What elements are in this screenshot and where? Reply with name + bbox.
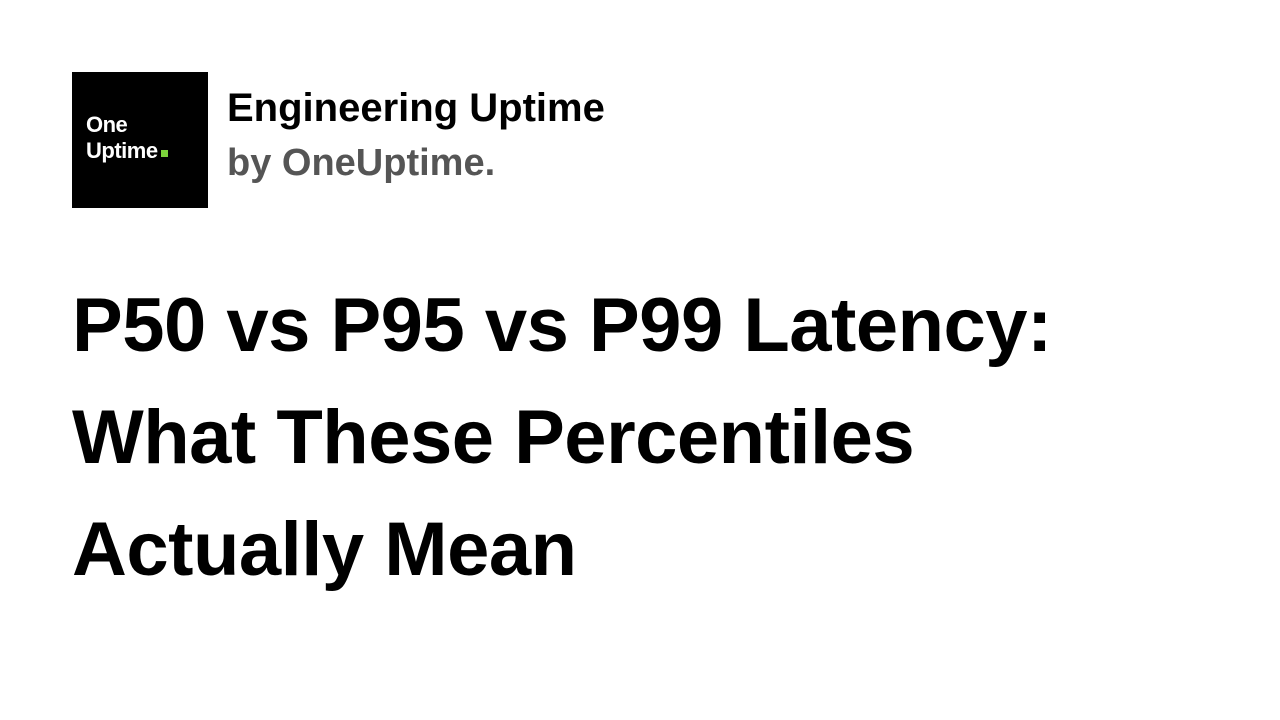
- brand-subtitle: by OneUptime.: [227, 142, 496, 184]
- logo-line-uptime-text: Uptime: [86, 138, 158, 163]
- oneuptime-logo: One Uptime: [72, 72, 208, 208]
- headline-line-1: P50 vs P95 vs P99 Latency:: [72, 283, 1052, 368]
- brand-title: Engineering Uptime: [227, 86, 605, 130]
- headline-line-3: Actually Mean: [72, 507, 577, 592]
- article-headline: P50 vs P95 vs P99 Latency: What These Pe…: [72, 270, 1212, 606]
- logo-wordmark: One Uptime: [86, 112, 168, 164]
- brand-block: Engineering Uptime by OneUptime.: [227, 84, 605, 186]
- logo-line-one: One: [86, 112, 128, 137]
- logo-accent-dot: [160, 150, 168, 157]
- logo-line-uptime: Uptime: [86, 138, 168, 164]
- headline-line-2: What These Percentiles: [72, 395, 915, 480]
